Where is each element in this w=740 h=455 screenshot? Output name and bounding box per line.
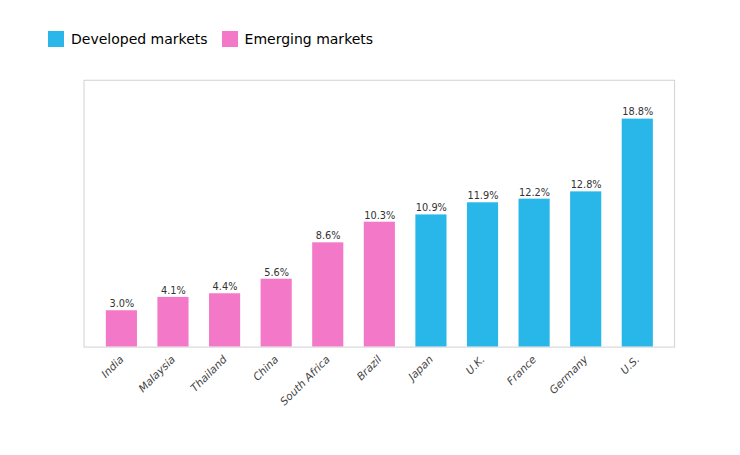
svg-text:Thailand: Thailand (188, 353, 230, 395)
svg-text:Germany: Germany (547, 352, 591, 396)
svg-text:China: China (250, 353, 281, 384)
svg-text:5.6%: 5.6% (264, 267, 289, 278)
html-text:Emerging markets: Emerging markets (244, 30, 374, 47)
svg-text:U.S.: U.S. (618, 353, 642, 377)
svg-text:India: India (99, 353, 127, 381)
svg-text:4.4%: 4.4% (213, 281, 238, 292)
svg-text:Malaysia: Malaysia (136, 353, 178, 395)
svg-text:Brazil: Brazil (354, 353, 384, 383)
svg-text:3.0%: 3.0% (109, 298, 134, 309)
svg-text:U.K.: U.K. (463, 353, 487, 377)
svg-text:8.6%: 8.6% (316, 230, 341, 241)
svg-text:12.2%: 12.2% (519, 187, 550, 198)
svg-text:4.1%: 4.1% (161, 285, 186, 296)
html-text:Developed markets: Developed markets (71, 30, 208, 47)
svg-text:18.8%: 18.8% (622, 106, 653, 117)
svg-text:11.9%: 11.9% (467, 190, 498, 201)
svg-text:10.9%: 10.9% (416, 202, 447, 213)
svg-text:South Africa: South Africa (277, 353, 332, 408)
svg-text:12.8%: 12.8% (571, 179, 602, 190)
svg-text:Japan: Japan (404, 353, 436, 385)
svg-text:10.3%: 10.3% (364, 210, 395, 221)
svg-text:France: France (504, 353, 539, 388)
